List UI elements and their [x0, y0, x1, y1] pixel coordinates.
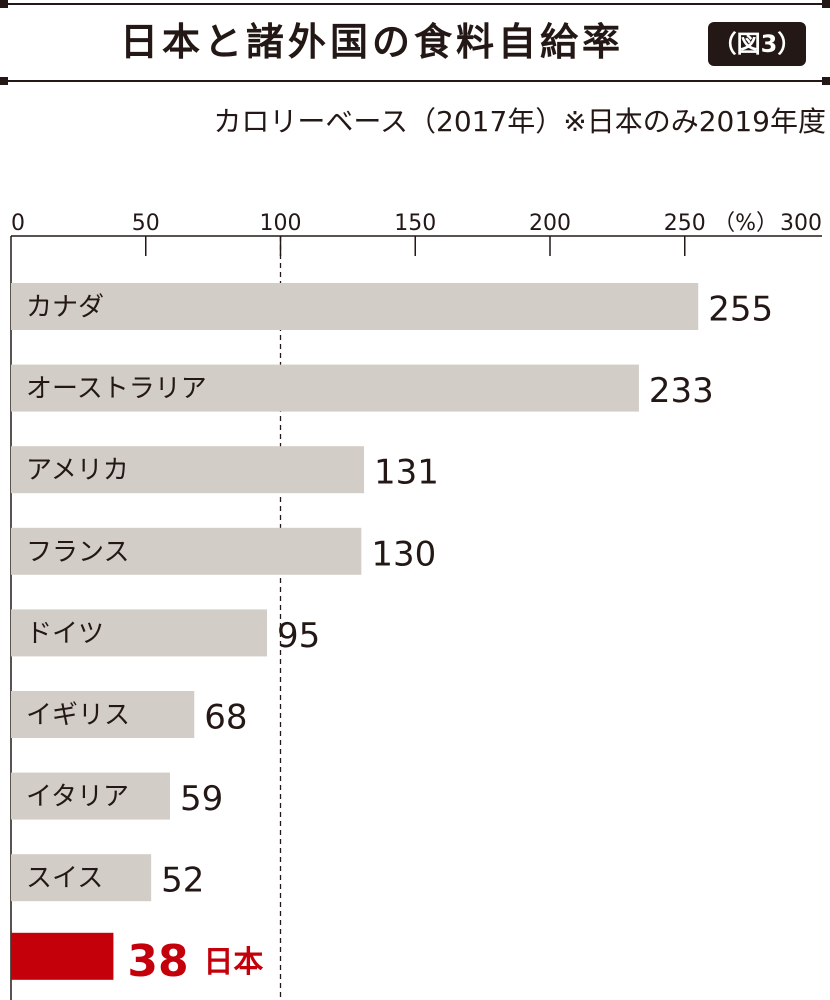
bar-category-label: フランス: [26, 537, 129, 567]
top-rule-right-cap: [822, 0, 830, 8]
bar-value-label: 255: [708, 290, 773, 330]
bar: [11, 446, 365, 494]
bar-value-label: 95: [277, 616, 320, 656]
bar: [11, 527, 362, 575]
figure-label-badge: （図3）: [708, 22, 806, 66]
bar-category-label: アメリカ: [26, 456, 129, 486]
x-unit-label: （%）: [713, 211, 778, 236]
bar: [11, 609, 268, 657]
bar: [11, 691, 195, 738]
x-tick-label: 300: [780, 211, 822, 236]
bar-category-label: 日本: [203, 945, 263, 980]
x-tick-label: 100: [260, 211, 302, 236]
chart-header: 日本と諸外国の食料自給率 （図3） カロリーベース（2017年）※日本のみ201…: [0, 0, 830, 150]
bar-value-label: 38: [127, 936, 188, 987]
x-tick-label: 150: [394, 211, 436, 236]
top-rule: [0, 3, 830, 5]
bar-value-label: 233: [649, 371, 714, 411]
bottom-rule-left-cap: [0, 77, 8, 85]
bar-chart: 0 50 100 150 200 250 300（%） カナダ 255 オーストラリア 233 アメリ…: [10, 211, 822, 1000]
x-tick-label: 0: [11, 211, 25, 236]
bar-category-label: イギリス: [26, 701, 130, 731]
top-rule-left-cap: [0, 0, 8, 8]
x-tick-label: 50: [132, 211, 160, 236]
bar-value-label: 68: [204, 698, 247, 738]
bar-value-label: 130: [371, 534, 436, 574]
bar-value-label: 52: [161, 861, 204, 901]
bar: [11, 283, 699, 330]
bar-category-label: イタリア: [26, 782, 129, 812]
x-tick-label: 200: [529, 211, 571, 236]
bar-category-label: ドイツ: [26, 619, 104, 649]
bar: [11, 932, 114, 980]
chart-title: 日本と諸外国の食料自給率: [120, 20, 625, 64]
bar-category-label: スイス: [26, 864, 103, 894]
x-tick-label: 250: [664, 211, 706, 236]
bar-category-label: カナダ: [26, 293, 104, 323]
bar: [11, 364, 639, 412]
bar: [11, 854, 152, 902]
chart-subtitle: カロリーベース（2017年）※日本のみ2019年度: [213, 105, 826, 138]
bar-category-label: オーストラリア: [26, 374, 207, 404]
bottom-rule-right-cap: [822, 77, 830, 85]
bar-value-label: 131: [374, 453, 439, 493]
bar: [11, 772, 171, 820]
bar-value-label: 59: [180, 779, 223, 819]
bottom-rule: [0, 80, 830, 82]
